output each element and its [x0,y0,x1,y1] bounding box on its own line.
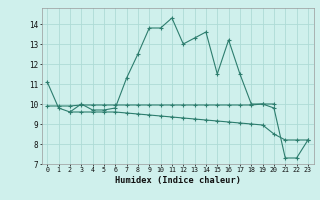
X-axis label: Humidex (Indice chaleur): Humidex (Indice chaleur) [115,176,241,185]
